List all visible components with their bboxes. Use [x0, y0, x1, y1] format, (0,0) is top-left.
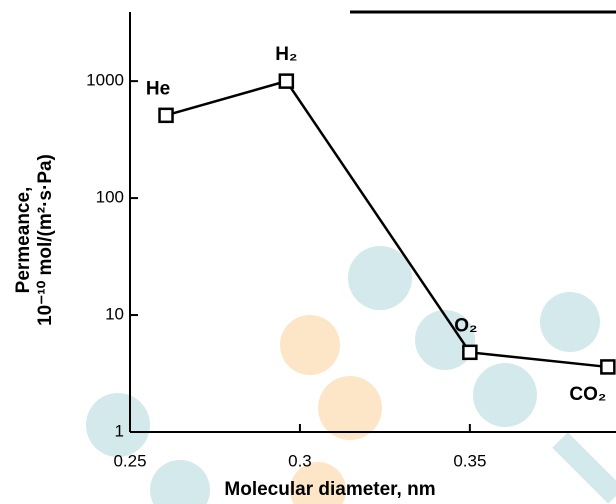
x-axis-title: Molecular diameter, nm — [224, 479, 435, 500]
x-tick-label: 0.3 — [288, 451, 312, 470]
x-tick-label: 0.25 — [113, 451, 146, 470]
point-label: CO₂ — [569, 384, 606, 405]
y-axis-title: Permeance, 10⁻¹⁰ mol/(m²·s·Pa) — [13, 154, 56, 326]
series-line — [165, 79, 608, 369]
data-point — [158, 107, 174, 124]
data-point — [462, 344, 478, 361]
data-point — [278, 73, 295, 89]
y-tick-label: 10 — [105, 305, 124, 324]
background-decoration — [86, 246, 616, 504]
y-tick-label: 100 — [96, 188, 124, 207]
y-axis-title-line: 10⁻¹⁰ mol/(m²·s·Pa) — [35, 154, 56, 326]
point-label: H₂ — [275, 44, 297, 65]
y-tick-label: 1000 — [86, 71, 124, 90]
y-tick-label: 1 — [115, 421, 124, 440]
x-tick-label: 0.35 — [453, 451, 486, 470]
point-label: He — [146, 78, 170, 99]
point-label: O₂ — [454, 315, 477, 336]
y-axis-title-line: Permeance, — [13, 187, 34, 294]
data-point — [600, 359, 616, 375]
